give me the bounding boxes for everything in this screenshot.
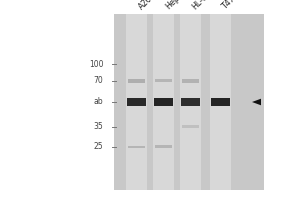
Text: 70: 70: [94, 76, 103, 85]
Text: HL-60: HL-60: [190, 0, 213, 11]
Bar: [126, 14, 147, 190]
Polygon shape: [252, 99, 261, 105]
Bar: [127, 98, 146, 106]
Bar: [128, 79, 145, 83]
Bar: [114, 14, 264, 190]
Text: 25: 25: [94, 142, 104, 151]
Bar: [153, 14, 174, 190]
Bar: [211, 98, 230, 106]
Text: ab: ab: [94, 97, 104, 106]
Bar: [128, 146, 145, 148]
Bar: [155, 79, 172, 82]
Bar: [182, 79, 199, 83]
Text: 35: 35: [94, 122, 103, 131]
Text: HepG2: HepG2: [164, 0, 189, 11]
Text: 100: 100: [89, 60, 103, 69]
Bar: [180, 14, 201, 190]
Text: A2058: A2058: [136, 0, 161, 11]
Bar: [182, 125, 199, 128]
Text: T47D: T47D: [220, 0, 242, 11]
Bar: [210, 14, 231, 190]
Bar: [155, 145, 172, 148]
Bar: [154, 98, 173, 106]
Bar: [181, 98, 200, 106]
